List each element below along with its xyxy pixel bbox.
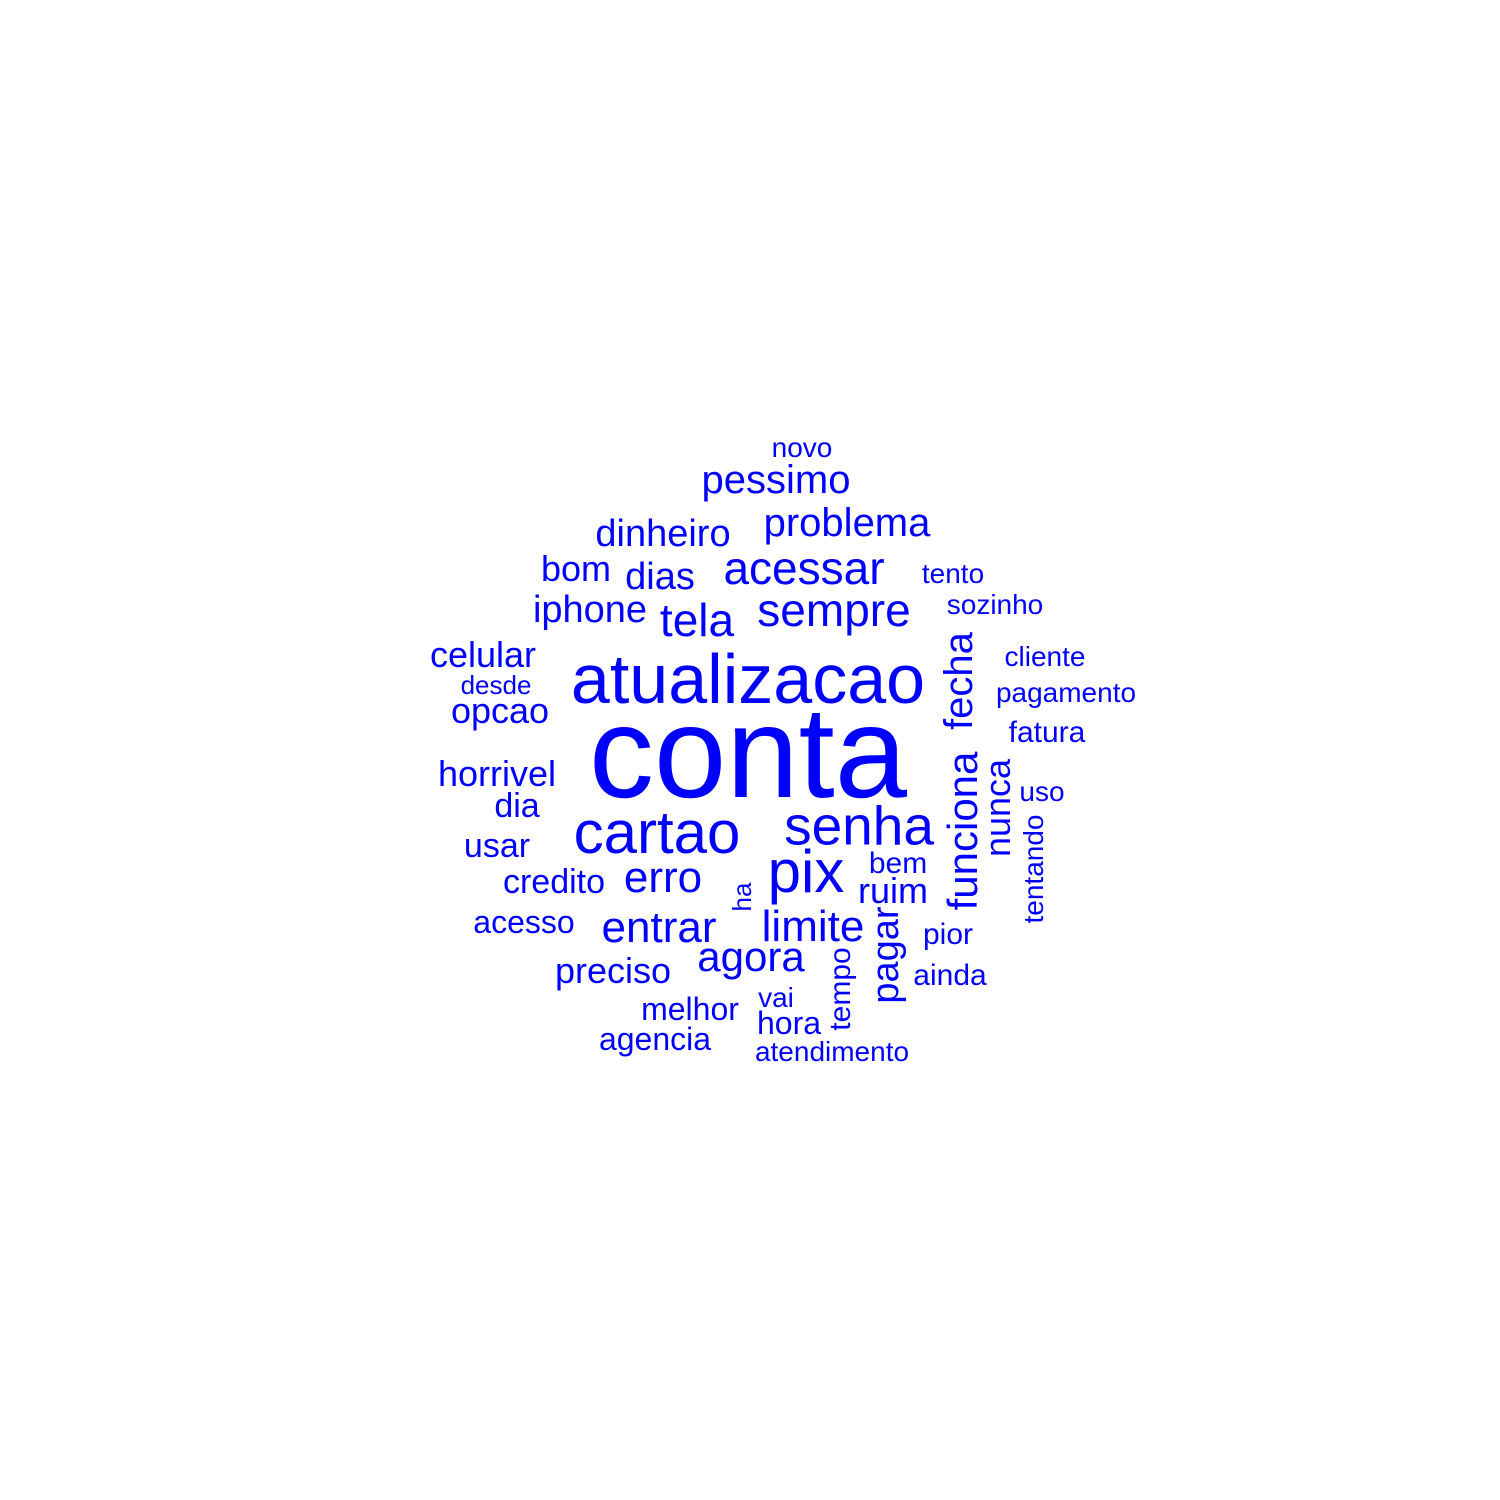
word-celular: celular <box>429 634 537 675</box>
word-sempre: sempre <box>757 584 911 636</box>
word-cliente: cliente <box>1004 641 1086 672</box>
word-sozinho: sozinho <box>946 589 1044 620</box>
word-ha: ha <box>727 882 757 912</box>
word-usar: usar <box>463 827 531 865</box>
word-preciso: preciso <box>554 950 672 991</box>
word-conta: conta <box>588 679 908 825</box>
word-bom: bom <box>540 548 612 589</box>
word-tentando: tentando <box>1018 814 1049 924</box>
word-hora: hora <box>756 1005 822 1041</box>
word-uso: uso <box>1019 776 1065 807</box>
word-agencia: agencia <box>598 1021 712 1057</box>
word-fecha: fecha <box>937 632 981 730</box>
word-melhor: melhor <box>641 991 739 1027</box>
word-atendimento: atendimento <box>754 1036 910 1067</box>
word-entrar: entrar <box>601 903 717 952</box>
word-pagar: pagar <box>865 906 907 1004</box>
word-pix: pix <box>767 838 845 905</box>
word-bem: bem <box>868 847 928 880</box>
word-dias: dias <box>625 556 695 598</box>
word-erro: erro <box>623 853 703 902</box>
word-ruim: ruim <box>858 870 928 911</box>
word-horrivel: horrivel <box>437 753 557 794</box>
word-dinheiro: dinheiro <box>595 513 731 555</box>
word-agora: agora <box>697 933 805 980</box>
word-tento: tento <box>921 558 985 589</box>
word-cartao: cartao <box>573 799 741 866</box>
word-ainda: ainda <box>913 959 987 992</box>
word-senha: senha <box>784 794 934 857</box>
word-nunca: nunca <box>977 758 1018 858</box>
word-pior: pior <box>922 918 974 951</box>
word-iphone: iphone <box>532 589 648 631</box>
word-tela: tela <box>659 594 735 646</box>
word-fatura: fatura <box>1008 716 1086 749</box>
word-desde: desde <box>460 670 532 700</box>
word-acessar: acessar <box>723 542 885 594</box>
word-pessimo: pessimo <box>701 458 851 502</box>
word-pagamento: pagamento <box>995 677 1137 708</box>
word-vai: vai <box>758 982 794 1013</box>
word-opcao: opcao <box>450 690 550 731</box>
word-novo: novo <box>771 432 833 463</box>
word-atualizacao: atualizacao <box>570 640 926 718</box>
word-limite: limite <box>761 902 865 951</box>
word-acesso: acesso <box>473 904 575 940</box>
word-tempo: tempo <box>824 947 857 1031</box>
word-problema: problema <box>763 501 931 545</box>
word-credito: credito <box>502 863 606 901</box>
word-dia: dia <box>494 787 540 825</box>
